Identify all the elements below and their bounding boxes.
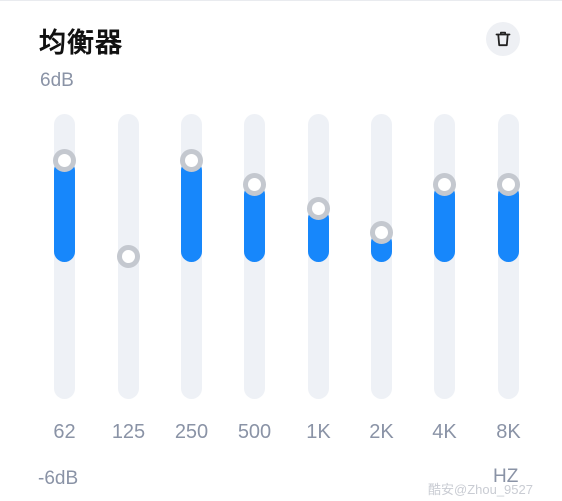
eq-slider-handle-125[interactable] (117, 244, 140, 268)
eq-slider-handle-4k[interactable] (433, 172, 456, 196)
eq-slider-handle-62[interactable] (53, 148, 76, 172)
frequency-label-125: 125 (111, 421, 146, 443)
eq-slider-fill-250 (181, 160, 202, 262)
eq-slider-track-8k[interactable] (497, 114, 520, 399)
eq-slider-fill-500 (244, 184, 265, 262)
frequency-label-2k: 2K (369, 421, 394, 443)
frequency-label-1k: 1K (306, 421, 331, 443)
watermark-text: 酷安@Zhou_9527 (428, 482, 533, 497)
eq-slider-handle-2k[interactable] (370, 220, 393, 244)
eq-slider-track-500[interactable] (243, 114, 266, 399)
eq-slider-track-250[interactable] (180, 114, 203, 399)
frequency-unit-label: HZ (493, 466, 519, 487)
frequency-label-8k: 8K (496, 421, 521, 443)
eq-slider-fill-62 (54, 160, 75, 262)
eq-slider-fill-1k (308, 208, 329, 262)
eq-slider-handle-500[interactable] (243, 172, 266, 196)
eq-slider-track-125[interactable] (117, 114, 140, 399)
eq-slider-handle-8k[interactable] (497, 172, 520, 196)
max-gain-label: 6dB (40, 70, 74, 91)
page-title: 均衡器 (39, 28, 123, 59)
eq-slider-track-62[interactable] (53, 114, 76, 399)
min-gain-label: -6dB (38, 468, 79, 489)
eq-slider-track-1k[interactable] (307, 114, 330, 399)
eq-slider-fill-4k (434, 184, 455, 262)
delete-button[interactable] (486, 22, 520, 56)
frequency-label-250: 250 (174, 421, 209, 443)
trash-icon (495, 31, 511, 47)
frequency-label-500: 500 (237, 421, 272, 443)
eq-slider-track-2k[interactable] (370, 114, 393, 399)
frequency-label-62: 62 (53, 421, 76, 443)
frequency-label-4k: 4K (432, 421, 457, 443)
eq-slider-handle-250[interactable] (180, 148, 203, 172)
eq-slider-track-4k[interactable] (433, 114, 456, 399)
eq-slider-handle-1k[interactable] (307, 196, 330, 220)
eq-slider-fill-8k (498, 184, 519, 262)
